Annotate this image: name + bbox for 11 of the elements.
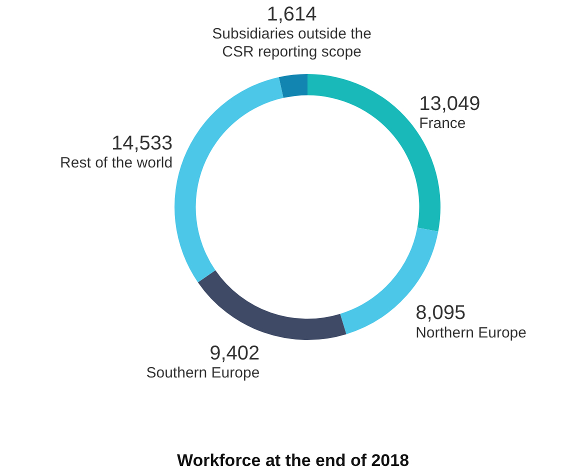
- slice-label: Rest of the world: [60, 154, 173, 172]
- slice-label: France: [419, 115, 466, 132]
- slice-label: Southern Europe: [146, 364, 260, 382]
- data-label: 1,614: [266, 3, 317, 26]
- slice-label: Subsidiaries outside the CSR reporting scope: [212, 25, 372, 60]
- data-label: 8,095: [416, 302, 466, 324]
- data-label: 14,533: [111, 132, 173, 154]
- slice-label: Northern Europe: [416, 324, 526, 342]
- data-label: 9,402: [210, 342, 260, 364]
- text: Workforce at the end of 2018: [176, 451, 410, 470]
- data-label: 13,049: [419, 92, 480, 115]
